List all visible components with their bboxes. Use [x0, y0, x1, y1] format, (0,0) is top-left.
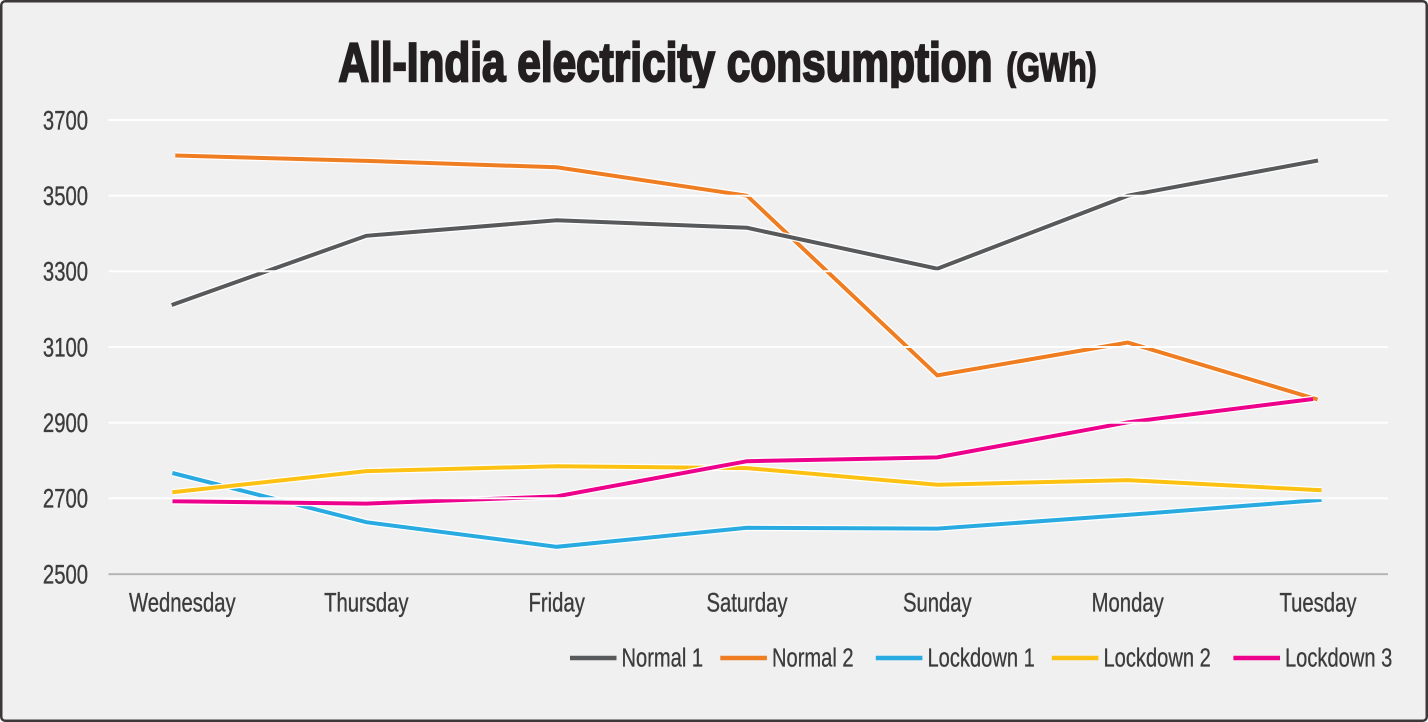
svg-text:Lockdown 2: Lockdown 2	[1104, 643, 1211, 672]
svg-text:Tuesday: Tuesday	[1280, 588, 1357, 617]
svg-text:(GWh): (GWh)	[1007, 46, 1097, 90]
svg-text:2700: 2700	[43, 484, 88, 513]
svg-text:Lockdown 3: Lockdown 3	[1285, 643, 1392, 672]
svg-text:Sunday: Sunday	[903, 588, 972, 617]
svg-text:2900: 2900	[43, 408, 88, 437]
svg-text:Normal 2: Normal 2	[772, 643, 854, 672]
svg-text:Wednesday: Wednesday	[129, 588, 236, 617]
svg-text:Normal 1: Normal 1	[622, 643, 704, 672]
svg-text:3500: 3500	[43, 181, 88, 210]
svg-text:Saturday: Saturday	[706, 588, 787, 617]
svg-text:Friday: Friday	[529, 588, 585, 617]
svg-text:3700: 3700	[43, 106, 88, 135]
svg-text:3300: 3300	[43, 257, 88, 286]
svg-text:Thursday: Thursday	[324, 588, 409, 617]
svg-text:Lockdown 1: Lockdown 1	[928, 643, 1035, 672]
svg-text:3100: 3100	[43, 333, 88, 362]
svg-text:All-India electricity consumpt: All-India electricity consumption	[339, 33, 993, 93]
svg-text:Monday: Monday	[1092, 588, 1164, 617]
svg-text:2500: 2500	[43, 560, 88, 589]
